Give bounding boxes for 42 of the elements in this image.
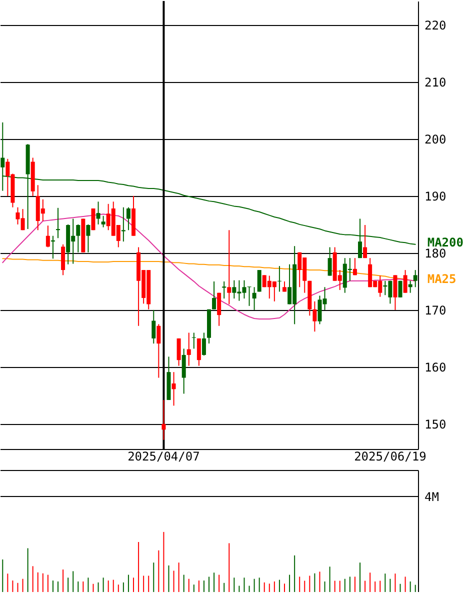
line-series bbox=[2, 214, 416, 320]
candlestick bbox=[156, 324, 161, 378]
x-tick-label: 2025/06/19 bbox=[354, 450, 426, 464]
candlestick bbox=[76, 224, 80, 253]
candlestick bbox=[413, 270, 418, 288]
candlestick bbox=[312, 300, 317, 332]
candlestick bbox=[176, 338, 181, 366]
candlestick bbox=[398, 280, 402, 298]
candlestick bbox=[186, 332, 191, 366]
y-tick-label: 150 bbox=[424, 417, 446, 432]
candlestick bbox=[202, 332, 206, 356]
candlestick bbox=[172, 372, 176, 406]
y-tick-label: 4M bbox=[424, 490, 439, 504]
candlestick bbox=[227, 230, 232, 305]
candlestick bbox=[352, 258, 357, 276]
candlestick bbox=[61, 244, 66, 276]
candlestick bbox=[86, 224, 90, 253]
candlestick bbox=[252, 286, 256, 310]
y-tick-label: 210 bbox=[424, 75, 446, 90]
series-label: MA25 bbox=[427, 272, 456, 286]
x-tick-label: 2025/04/07 bbox=[128, 450, 200, 464]
candlestick bbox=[403, 270, 408, 294]
candlestick bbox=[126, 206, 130, 231]
candlestick bbox=[96, 201, 100, 225]
y-tick-label: 190 bbox=[424, 189, 446, 204]
candlestick bbox=[182, 348, 186, 394]
candlestick bbox=[46, 225, 50, 248]
candlestick bbox=[101, 215, 106, 228]
candlestick bbox=[162, 399, 166, 440]
candlestick bbox=[121, 206, 126, 242]
y-tick-label: 200 bbox=[424, 132, 446, 146]
candlestick bbox=[393, 274, 398, 310]
candlestick bbox=[257, 270, 262, 292]
candlestick bbox=[196, 338, 201, 366]
candlestick bbox=[328, 246, 332, 276]
candlestick bbox=[152, 309, 156, 344]
candlestick bbox=[217, 292, 222, 326]
candlestick bbox=[212, 280, 216, 310]
y-tick-label: 160 bbox=[424, 360, 446, 374]
y-tick-label: 170 bbox=[424, 303, 446, 318]
candlestick bbox=[363, 224, 368, 259]
y-tick-label: 220 bbox=[424, 18, 446, 32]
